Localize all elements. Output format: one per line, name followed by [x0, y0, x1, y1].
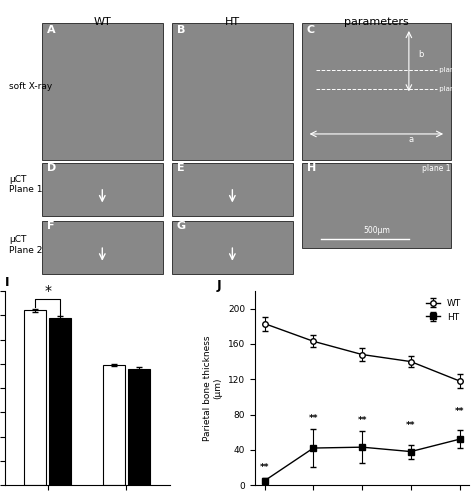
- Text: plane 1: plane 1: [437, 67, 465, 73]
- FancyBboxPatch shape: [42, 221, 163, 274]
- Bar: [128, 369, 150, 485]
- Text: soft X-ray: soft X-ray: [9, 82, 53, 91]
- Y-axis label: Parietal bone thickness
(μm): Parietal bone thickness (μm): [203, 335, 222, 441]
- FancyBboxPatch shape: [42, 163, 163, 216]
- FancyBboxPatch shape: [302, 163, 451, 248]
- Text: **: **: [357, 416, 367, 425]
- Text: D: D: [46, 163, 56, 173]
- Text: 500µm: 500µm: [363, 226, 390, 235]
- Text: plane 2: plane 2: [437, 86, 465, 92]
- Bar: [24, 310, 46, 485]
- Text: WT: WT: [93, 17, 111, 28]
- FancyBboxPatch shape: [302, 23, 451, 160]
- Text: **: **: [260, 463, 269, 472]
- Text: F: F: [46, 221, 54, 231]
- Bar: [49, 318, 72, 485]
- Text: G: G: [177, 221, 186, 231]
- Text: a: a: [409, 135, 414, 144]
- Text: **: **: [309, 414, 318, 423]
- FancyBboxPatch shape: [172, 23, 293, 160]
- FancyBboxPatch shape: [172, 163, 293, 216]
- Text: E: E: [177, 163, 184, 173]
- Text: plane 1: plane 1: [422, 164, 451, 173]
- Text: I: I: [5, 276, 9, 290]
- Text: **: **: [455, 407, 464, 416]
- Text: B: B: [177, 25, 185, 36]
- Text: μCT
Plane 1: μCT Plane 1: [9, 175, 43, 194]
- Text: J: J: [216, 279, 221, 293]
- Bar: [103, 365, 125, 485]
- FancyBboxPatch shape: [42, 23, 163, 160]
- Legend: WT, HT: WT, HT: [422, 296, 465, 325]
- Text: A: A: [46, 25, 55, 36]
- Text: HT: HT: [225, 17, 240, 28]
- Text: C: C: [307, 25, 315, 36]
- Text: parameters: parameters: [344, 17, 409, 28]
- Text: H: H: [307, 163, 316, 173]
- Text: *: *: [45, 284, 51, 298]
- Text: μCT
Plane 2: μCT Plane 2: [9, 236, 43, 255]
- Text: **: **: [406, 421, 416, 430]
- Text: b: b: [418, 50, 424, 59]
- FancyBboxPatch shape: [172, 221, 293, 274]
